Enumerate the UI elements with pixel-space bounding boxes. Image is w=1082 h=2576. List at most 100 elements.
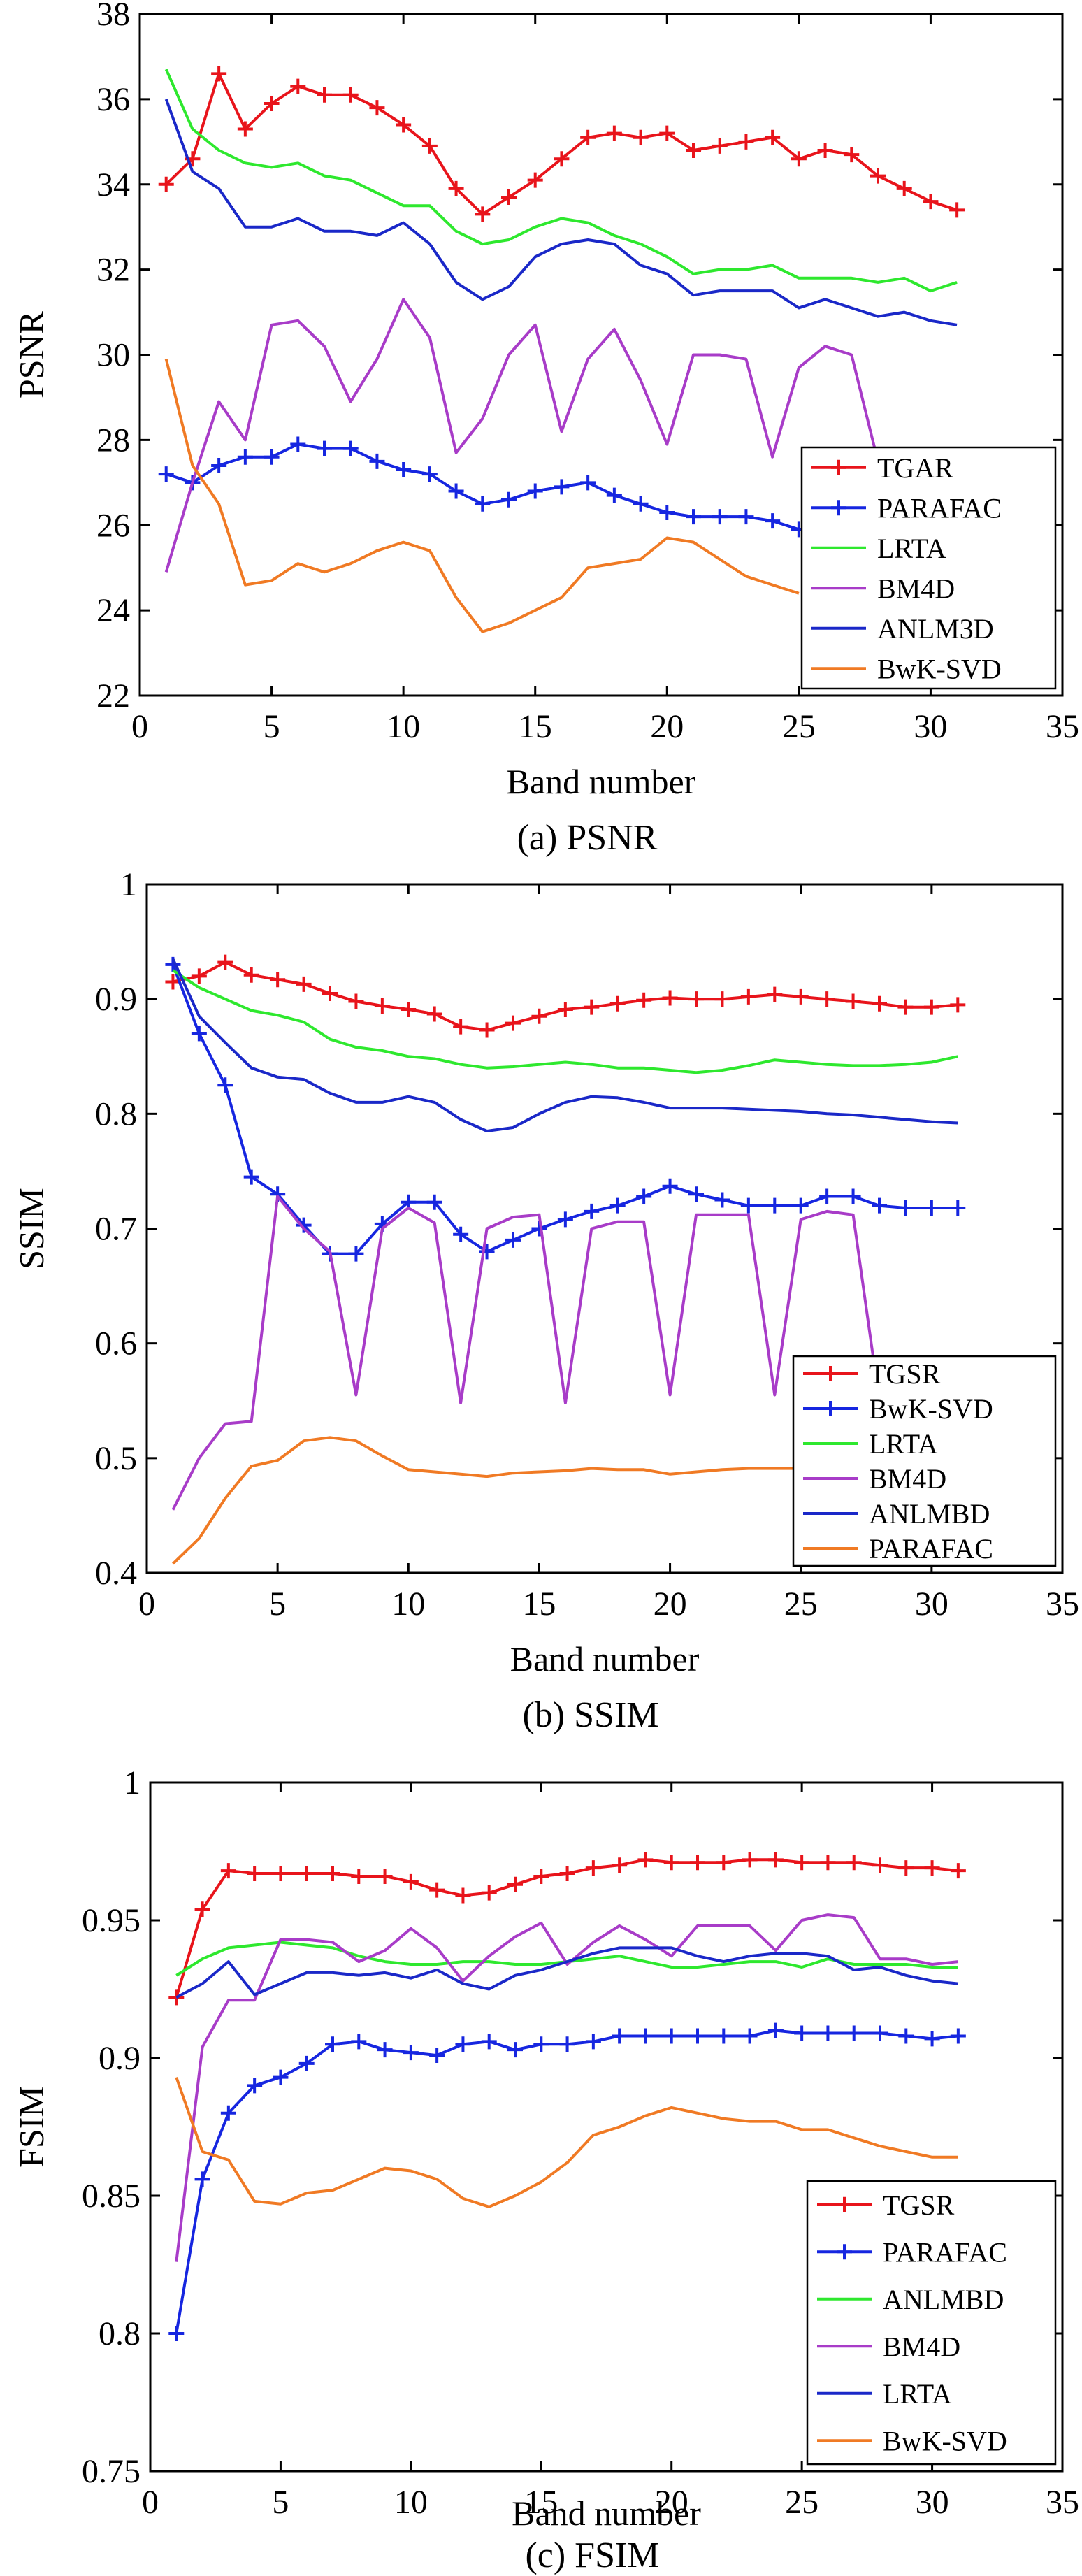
data-point bbox=[584, 999, 600, 1015]
y-tick-label: 0.85 bbox=[82, 2178, 140, 2215]
legend-label-lrta: LRTA bbox=[877, 533, 946, 564]
data-point bbox=[896, 180, 912, 196]
y-tick-label: 22 bbox=[96, 677, 130, 714]
data-point bbox=[377, 2042, 393, 2058]
data-point bbox=[950, 1863, 966, 1879]
x-tick-label: 10 bbox=[387, 708, 420, 745]
data-point bbox=[688, 1186, 704, 1202]
legend-marker bbox=[823, 1366, 838, 1381]
data-point bbox=[342, 440, 359, 456]
data-point bbox=[690, 1855, 705, 1871]
data-point bbox=[659, 504, 675, 520]
series-line-anlm3d bbox=[164, 99, 958, 326]
data-point bbox=[479, 1244, 495, 1260]
legend-label-tgsr: TGSR bbox=[869, 1358, 941, 1390]
data-point bbox=[403, 2045, 419, 2061]
legend-label-parafac: PARAFAC bbox=[869, 1533, 993, 1564]
data-point bbox=[429, 1882, 445, 1898]
x-tick-label: 10 bbox=[394, 2484, 428, 2521]
legend-label-anlmbd: ANLMBD bbox=[869, 1498, 990, 1530]
data-point bbox=[924, 1860, 940, 1876]
x-tick-label: 25 bbox=[785, 2484, 818, 2521]
series-line-lrta bbox=[164, 69, 958, 293]
data-point bbox=[738, 134, 754, 150]
x-tick-label: 15 bbox=[519, 708, 552, 745]
series-line-lrta bbox=[172, 969, 958, 1074]
data-point bbox=[298, 2055, 315, 2071]
data-point bbox=[765, 513, 781, 529]
x-tick-label: 20 bbox=[650, 708, 684, 745]
series-parafac bbox=[172, 1436, 879, 1565]
data-point bbox=[793, 988, 809, 1005]
data-point bbox=[949, 202, 965, 218]
series-tgar bbox=[158, 66, 965, 222]
data-point bbox=[191, 1026, 207, 1042]
legend-label-bwk-svd: BwK-SVD bbox=[883, 2425, 1007, 2456]
data-point bbox=[448, 483, 464, 499]
data-point bbox=[455, 2036, 471, 2052]
series-line-anlmbd bbox=[171, 958, 958, 1132]
data-point bbox=[820, 2025, 836, 2041]
data-point bbox=[505, 1015, 521, 1031]
series-line-bwk-svd bbox=[175, 2076, 958, 2208]
data-point bbox=[923, 1200, 939, 1216]
series-line-bwk-svd bbox=[164, 359, 800, 633]
data-point bbox=[609, 1197, 626, 1214]
data-point bbox=[633, 496, 649, 512]
data-point bbox=[765, 129, 781, 145]
series-tgsr bbox=[165, 954, 966, 1038]
series-parafac bbox=[168, 2022, 966, 2341]
data-point bbox=[606, 487, 622, 503]
x-tick-label: 35 bbox=[1046, 708, 1079, 745]
data-point bbox=[716, 2028, 732, 2044]
data-point bbox=[819, 991, 835, 1007]
data-point bbox=[633, 129, 649, 145]
data-point bbox=[421, 466, 438, 482]
data-point bbox=[479, 1022, 495, 1038]
data-point bbox=[897, 999, 914, 1015]
data-point bbox=[662, 1178, 678, 1194]
data-point bbox=[819, 1188, 835, 1204]
legend-label-lrta: LRTA bbox=[883, 2378, 952, 2410]
data-point bbox=[322, 985, 338, 1001]
data-point bbox=[767, 2022, 784, 2038]
data-point bbox=[429, 2048, 445, 2064]
x-tick-label: 25 bbox=[782, 708, 816, 745]
data-point bbox=[396, 117, 412, 133]
legend-marker bbox=[831, 500, 846, 516]
data-point bbox=[767, 1197, 783, 1214]
data-point bbox=[401, 1001, 417, 1017]
data-point bbox=[501, 491, 517, 508]
data-point bbox=[817, 143, 833, 158]
data-point bbox=[898, 2028, 914, 2044]
data-point bbox=[845, 993, 861, 1009]
data-point bbox=[168, 2326, 185, 2341]
legend-label-tgsr: TGSR bbox=[883, 2189, 955, 2221]
data-point bbox=[742, 1852, 758, 1868]
series-line-bm4d bbox=[175, 1913, 959, 2262]
data-point bbox=[531, 1008, 547, 1024]
series-bwk-svd bbox=[175, 2076, 958, 2208]
legend-label-parafac: PARAFAC bbox=[883, 2236, 1007, 2268]
series-bm4d bbox=[175, 1913, 959, 2262]
data-point bbox=[872, 1197, 887, 1214]
data-point bbox=[897, 1200, 914, 1216]
data-point bbox=[348, 1246, 364, 1262]
data-point bbox=[396, 462, 412, 478]
y-tick-label: 30 bbox=[96, 337, 130, 374]
series-anlmbd bbox=[171, 958, 958, 1132]
legend-marker bbox=[831, 459, 846, 475]
series-lrta bbox=[172, 969, 958, 1074]
data-point bbox=[846, 2025, 862, 2041]
data-point bbox=[844, 147, 860, 163]
data-point bbox=[507, 1876, 523, 1892]
data-point bbox=[712, 138, 728, 154]
data-point bbox=[421, 138, 438, 154]
data-point bbox=[923, 194, 939, 210]
y-tick-label: 1 bbox=[124, 1764, 140, 1801]
data-point bbox=[612, 1857, 628, 1873]
data-point bbox=[237, 121, 253, 137]
data-point bbox=[794, 1855, 810, 1871]
data-point bbox=[448, 180, 464, 196]
